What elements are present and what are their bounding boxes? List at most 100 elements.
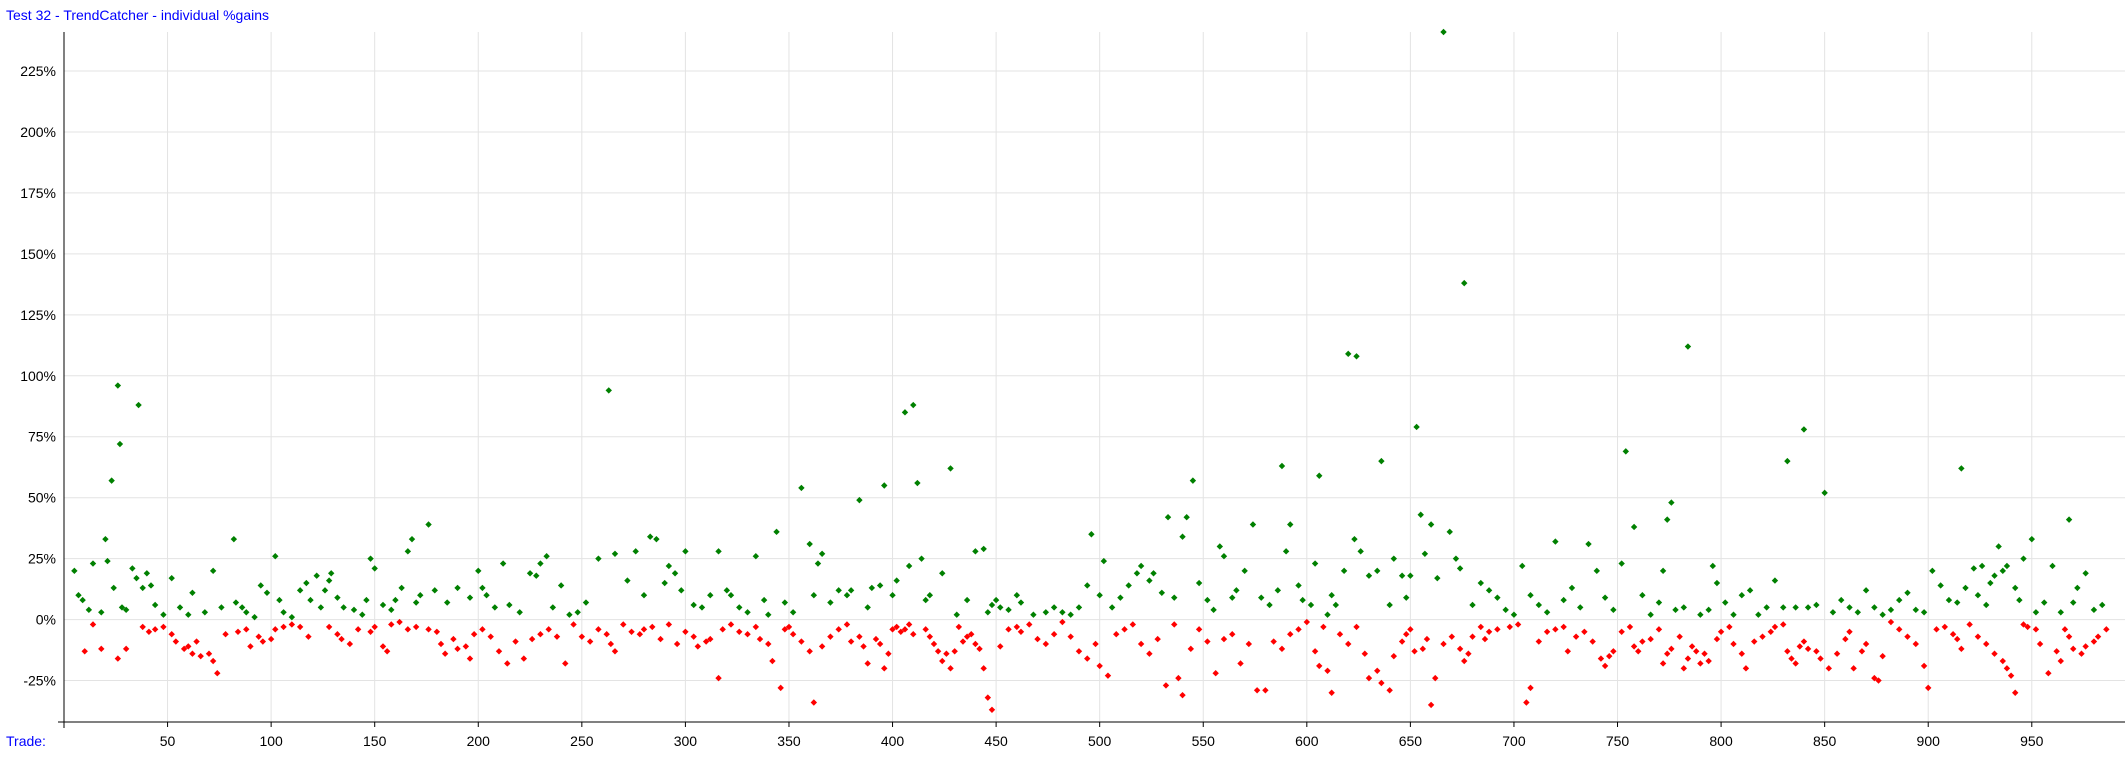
loss-point: [404, 626, 412, 633]
gain-point: [1005, 606, 1012, 614]
gain-point: [431, 587, 438, 594]
gain-point: [499, 560, 507, 567]
loss-point: [976, 645, 983, 653]
loss-point: [1949, 631, 1957, 638]
gain-point: [1278, 462, 1286, 470]
tick-labels: 50 100 150 200 250 300 350 400 450 500 550 600 650 70…: [20, 63, 2043, 749]
gain-point: [910, 401, 917, 409]
gain-point: [444, 599, 451, 606]
gain-point: [71, 567, 78, 575]
loss-point: [603, 631, 610, 638]
gain-point: [537, 560, 544, 567]
gain-point: [926, 592, 934, 599]
loss-point: [1104, 672, 1112, 679]
loss-point: [930, 640, 938, 648]
gain-point: [1987, 579, 1994, 587]
gain-point: [918, 555, 925, 562]
loss-point: [939, 657, 946, 665]
gain-point: [1307, 601, 1315, 609]
loss-point: [1456, 645, 1464, 653]
gain-point: [1983, 601, 1990, 609]
loss-point: [727, 621, 735, 628]
loss-point: [963, 633, 971, 640]
gain-point: [1978, 562, 1986, 570]
loss-point: [1630, 643, 1638, 650]
loss-point: [1933, 626, 1940, 633]
gain-point: [1709, 562, 1716, 570]
gain-point: [789, 609, 797, 616]
loss-point: [145, 628, 153, 635]
gain-point: [533, 572, 540, 579]
loss-point: [1245, 640, 1253, 648]
loss-point: [1121, 626, 1128, 633]
loss-point: [980, 665, 987, 672]
gain-point: [1738, 592, 1745, 599]
loss-point: [180, 645, 188, 653]
y-tick-label: 25%: [28, 551, 56, 567]
loss-point: [1390, 652, 1398, 660]
loss-point: [765, 640, 772, 648]
gain-point: [2099, 601, 2106, 609]
gain-point: [1494, 594, 1501, 601]
loss-point: [259, 638, 267, 645]
gain-point: [2041, 599, 2048, 606]
loss-point: [1477, 623, 1485, 631]
loss-point: [1833, 650, 1841, 657]
gain-point: [2016, 596, 2023, 604]
gain-point: [296, 587, 304, 594]
gain-point: [108, 477, 115, 484]
gain-point: [1324, 611, 1331, 618]
loss-point: [2036, 640, 2044, 648]
loss-point: [595, 626, 602, 633]
gain-point: [135, 401, 142, 409]
gain-point: [98, 609, 105, 616]
gain-point: [1171, 594, 1178, 601]
gain-point: [1179, 533, 1186, 540]
gain-point: [1610, 606, 1617, 614]
gain-point: [1680, 604, 1688, 611]
loss-point: [578, 633, 586, 640]
loss-point: [968, 631, 975, 638]
gain-point: [388, 606, 395, 614]
gain-point: [864, 604, 871, 611]
loss-point: [789, 631, 797, 638]
loss-point: [441, 650, 449, 657]
gain-point: [1655, 599, 1663, 606]
gain-point: [1879, 611, 1886, 618]
loss-point: [1618, 628, 1625, 635]
gain-point: [1668, 499, 1675, 506]
gain-point: [1577, 604, 1584, 611]
loss-point: [2082, 643, 2089, 650]
loss-point: [205, 650, 213, 657]
gain-point: [595, 555, 602, 562]
gain-point: [230, 535, 238, 543]
loss-point: [889, 626, 896, 633]
loss-point: [570, 621, 577, 628]
loss-point: [325, 623, 333, 631]
loss-point: [1220, 635, 1228, 643]
loss-point: [371, 623, 378, 631]
gain-point: [1403, 594, 1410, 601]
gain-point: [1164, 513, 1172, 521]
loss-point: [798, 638, 805, 645]
gain-point: [1659, 567, 1667, 575]
gain-point: [1075, 604, 1083, 611]
gain-point: [1133, 570, 1141, 577]
loss-point: [1212, 670, 1219, 677]
loss-point: [1589, 638, 1596, 645]
gain-point: [736, 604, 743, 611]
gain-point: [2049, 562, 2056, 570]
loss-point: [1287, 631, 1294, 638]
loss-point: [2053, 648, 2060, 655]
gain-point: [2065, 516, 2073, 523]
gain-point: [412, 599, 420, 606]
gain-point: [1552, 538, 1559, 545]
loss-point: [640, 626, 648, 633]
gain-point: [992, 596, 1000, 604]
gain-point: [1937, 582, 1944, 589]
gain-point: [516, 609, 523, 616]
gain-point: [2012, 584, 2019, 592]
loss-point: [897, 628, 905, 635]
loss-point: [2003, 665, 2011, 672]
loss-point: [1606, 652, 1613, 660]
